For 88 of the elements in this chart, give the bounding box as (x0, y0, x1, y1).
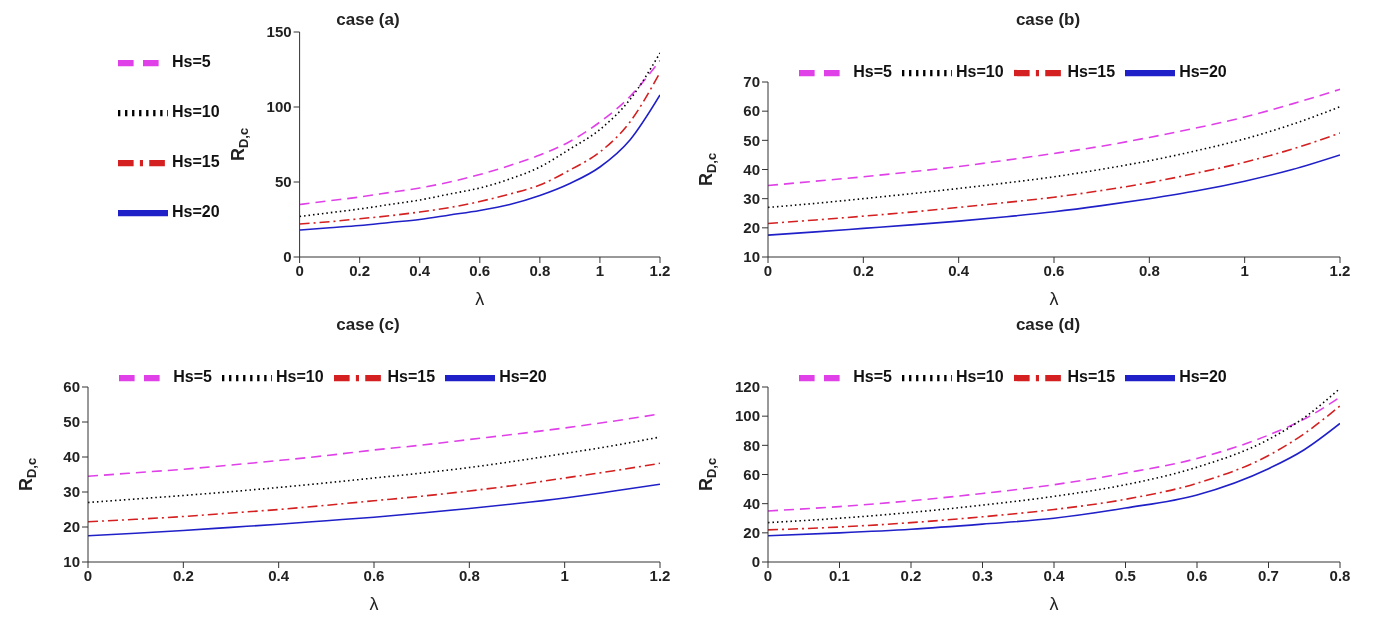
y-tick-label: 80 (743, 436, 760, 454)
legend-label: Hs=15 (1067, 63, 1116, 81)
y-tick-label: 40 (743, 494, 760, 512)
x-tick-label: 0.4 (268, 566, 290, 584)
y-tick-label: 50 (274, 173, 292, 191)
x-tick-label: 0.2 (172, 566, 194, 584)
x-tick-label: 1 (595, 261, 605, 279)
line-series (88, 462, 660, 523)
legend-label: Hs=5 (173, 368, 212, 386)
x-tick-label: 0.4 (409, 261, 431, 279)
line-series (768, 422, 1340, 537)
legend-label: Hs=10 (275, 368, 324, 386)
chart-title: case (d) (1014, 315, 1082, 335)
legend-label: Hs=15 (387, 368, 436, 386)
x-tick-label: 0 (83, 566, 93, 584)
y-tick-label: 60 (743, 102, 760, 120)
line-series (88, 483, 660, 537)
x-tick-label: 0 (763, 261, 773, 279)
legend-label: Hs=20 (1179, 368, 1227, 386)
y-tick-label: 50 (743, 131, 760, 149)
x-tick-label: 0 (763, 566, 773, 584)
x-tick-label: 0.2 (852, 261, 874, 279)
x-tick-label: 0 (295, 261, 304, 279)
x-tick-label: 0.3 (972, 566, 993, 584)
x-tick-label: 1 (1240, 261, 1249, 279)
chart-title: case (b) (1014, 10, 1082, 30)
x-tick-label: 0.8 (458, 566, 480, 584)
y-tick-label: 120 (734, 378, 760, 396)
chart-title: case (c) (335, 315, 401, 335)
legend-label: Hs=5 (853, 63, 892, 81)
x-axis-title: λ (1049, 594, 1059, 614)
x-tick-label: 1.2 (649, 261, 671, 279)
x-tick-label: 1 (560, 566, 569, 584)
y-tick-label: 100 (734, 407, 760, 425)
x-tick-label: 0.6 (1186, 566, 1208, 584)
line-series (299, 94, 660, 231)
x-tick-label: 0.2 (900, 566, 922, 584)
y-tick-label: 100 (266, 98, 292, 116)
legend-label: Hs=10 (172, 103, 220, 121)
legend-label: Hs=20 (172, 203, 220, 221)
legend-label: Hs=20 (1179, 63, 1227, 81)
x-tick-label: 0.6 (1043, 261, 1065, 279)
y-tick-label: 0 (751, 553, 760, 571)
x-tick-label: 0.4 (1043, 566, 1066, 584)
x-axis-title: λ (369, 594, 379, 614)
x-tick-label: 0.4 (948, 261, 970, 279)
y-tick-label: 0 (283, 248, 292, 266)
y-tick-label: 20 (743, 524, 760, 542)
x-tick-label: 0.1 (829, 566, 850, 584)
x-tick-label: 0.8 (529, 261, 551, 279)
y-tick-label: 30 (63, 483, 80, 501)
line-series (768, 88, 1340, 187)
y-tick-label: 10 (743, 248, 760, 266)
line-series (768, 132, 1340, 225)
x-tick-label: 1.2 (649, 566, 671, 584)
y-tick-label: 40 (63, 448, 80, 466)
y-tick-label: 60 (63, 378, 80, 396)
x-tick-label: 0.6 (363, 566, 385, 584)
y-tick-label: 50 (63, 413, 80, 431)
line-series (768, 396, 1340, 512)
legend-label: Hs=15 (1067, 368, 1116, 386)
x-axis-title: λ (475, 289, 485, 309)
x-axis-title: λ (1049, 289, 1059, 309)
y-tick-label: 40 (743, 160, 760, 178)
legend-label: Hs=10 (955, 63, 1004, 81)
y-tick-label: 150 (266, 23, 292, 41)
y-tick-label: 70 (743, 73, 760, 91)
y-tick-label: 10 (63, 553, 80, 571)
x-tick-label: 0.2 (349, 261, 371, 279)
line-series (768, 405, 1340, 531)
x-tick-label: 0.8 (1138, 261, 1160, 279)
y-tick-label: 30 (743, 189, 760, 207)
y-tick-label: 20 (63, 518, 80, 536)
x-tick-label: 0.5 (1115, 566, 1136, 584)
chart-title: case (a) (336, 10, 400, 29)
x-tick-label: 0.7 (1258, 566, 1279, 584)
x-tick-label: 1.2 (1329, 261, 1351, 279)
legend-label: Hs=20 (499, 368, 547, 386)
line-series (768, 105, 1340, 209)
y-tick-label: 20 (743, 219, 760, 237)
legend-label: Hs=5 (853, 368, 892, 386)
x-tick-label: 0.8 (1329, 566, 1351, 584)
legend-label: Hs=5 (172, 53, 211, 71)
y-tick-label: 60 (743, 465, 760, 483)
line-series (768, 154, 1340, 236)
legend-label: Hs=15 (172, 153, 220, 171)
x-tick-label: 0.6 (469, 261, 491, 279)
legend-label: Hs=10 (955, 368, 1004, 386)
